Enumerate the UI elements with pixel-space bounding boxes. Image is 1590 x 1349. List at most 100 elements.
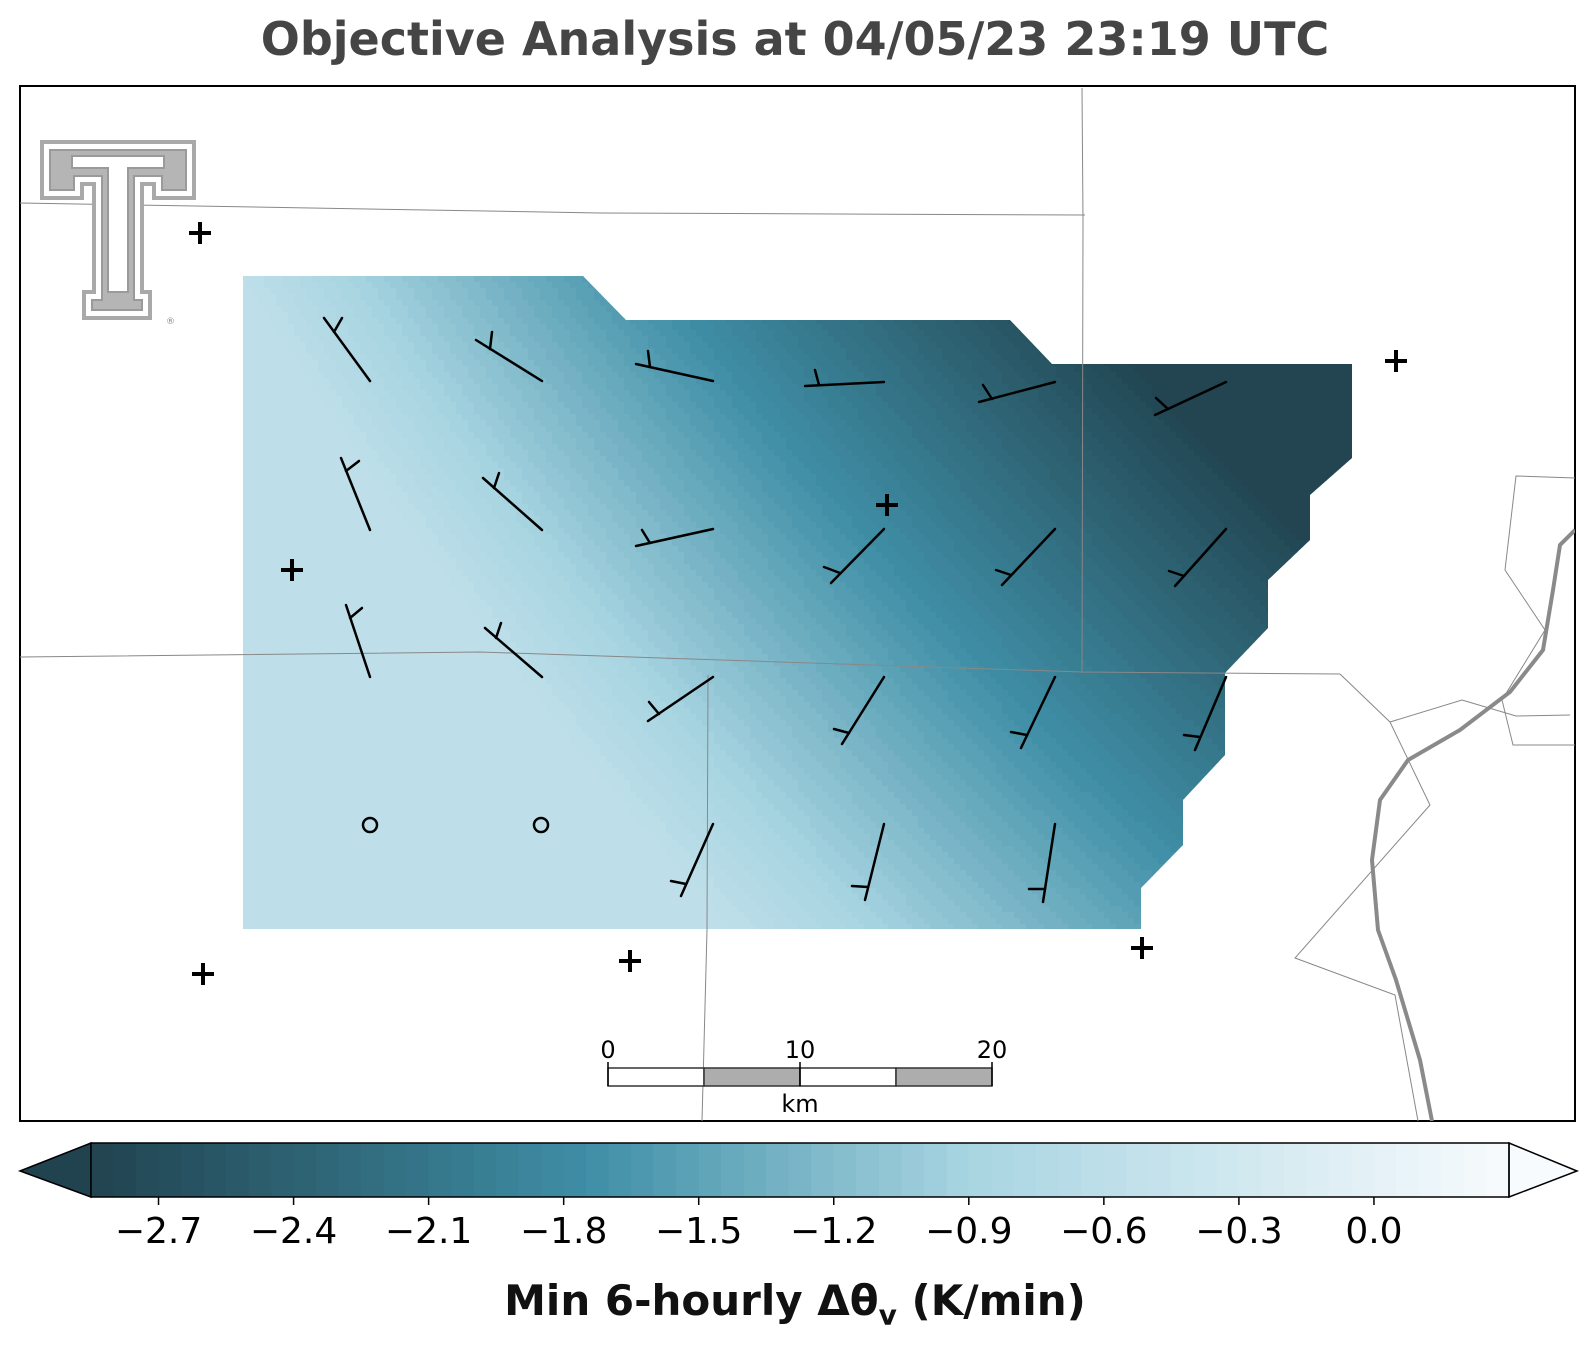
station-plus-marker — [189, 222, 211, 244]
colorbar-step — [361, 1143, 385, 1197]
colorbar-step — [496, 1143, 520, 1197]
wind-barb — [322, 316, 372, 383]
colorbar-step — [338, 1143, 362, 1197]
colorbar-tick-label: 0.0 — [1345, 1211, 1402, 1252]
station-plus-marker — [281, 559, 303, 581]
wind-barb — [822, 527, 886, 585]
wind-barb — [994, 527, 1057, 587]
calm-wind-circle — [361, 816, 379, 834]
colorbar: −2.7 −2.4 −2.1 −1.8 −1.5 −1.2 −0.9 −0.6 −0.3 0.0 — [17, 1141, 1580, 1252]
colorbar-step — [248, 1143, 272, 1197]
colorbar-step — [158, 1143, 182, 1197]
wind-barb — [1009, 675, 1057, 750]
wind-barb — [850, 822, 886, 902]
colorbar-step — [788, 1143, 812, 1197]
colorbar-step — [1306, 1143, 1330, 1197]
colorbar-extend-high — [1508, 1141, 1580, 1199]
colorbar-step — [1013, 1143, 1037, 1197]
wind-barb — [1182, 675, 1228, 752]
colorbar-step — [541, 1143, 565, 1197]
colorbar-step — [271, 1143, 295, 1197]
colorbar-step — [856, 1143, 880, 1197]
registered-mark: ® — [166, 317, 175, 327]
colorbar-step — [113, 1143, 137, 1197]
colorbar-step — [991, 1143, 1015, 1197]
colorbar-step — [181, 1143, 205, 1197]
wind-barb — [1153, 380, 1228, 417]
wind-barb — [1167, 527, 1228, 588]
colorbar-step — [608, 1143, 632, 1197]
colorbar-tick-label: −2.7 — [115, 1211, 202, 1252]
wind-barb — [646, 675, 715, 723]
wind-barb — [977, 380, 1057, 404]
colorbar-step — [946, 1143, 970, 1197]
wind-barb — [669, 822, 715, 898]
wind-barb — [481, 471, 544, 532]
calm-markers — [361, 816, 550, 834]
colorbar-tick-label: −0.9 — [925, 1211, 1012, 1252]
colorbar-step — [428, 1143, 452, 1197]
colorbar-step — [833, 1143, 857, 1197]
colorbar-step — [203, 1143, 227, 1197]
station-plus-marker — [1131, 937, 1153, 959]
wind-barb — [832, 675, 886, 746]
scale-bar: 0 10 20 km — [600, 1036, 1007, 1118]
texas-tech-logo: ® — [40, 140, 196, 327]
colorbar-step — [518, 1143, 542, 1197]
colorbar-tick-label: −1.2 — [790, 1211, 877, 1252]
calm-wind-circle — [532, 816, 550, 834]
scale-segment — [799, 1067, 897, 1087]
station-plus-marker — [1385, 350, 1407, 372]
station-plus-marker — [192, 963, 214, 985]
colorbar-step — [1283, 1143, 1308, 1197]
colorbar-step — [1261, 1143, 1285, 1197]
colorbar-step — [1486, 1143, 1510, 1197]
wind-barb — [803, 368, 886, 388]
county-boundaries — [20, 87, 1575, 1121]
station-markers — [189, 222, 1407, 985]
colorbar-tick-label: −1.5 — [655, 1211, 742, 1252]
colorbar-step — [721, 1143, 745, 1197]
colorbar-step — [698, 1143, 722, 1197]
colorbar-step — [1373, 1143, 1398, 1197]
wind-barb — [339, 456, 372, 532]
scale-units: km — [781, 1090, 818, 1118]
colorbar-tick-label: −0.6 — [1060, 1211, 1147, 1252]
scale-segment — [607, 1067, 705, 1087]
colorbar-step — [1418, 1143, 1443, 1197]
colorbar-step — [766, 1143, 790, 1197]
colorbar-step — [1463, 1143, 1488, 1197]
colorbar-tick-label: −0.3 — [1195, 1211, 1282, 1252]
colorbar-step — [1441, 1143, 1465, 1197]
colorbar-step — [563, 1143, 587, 1197]
wind-barb — [474, 330, 544, 383]
colorbar-step — [1171, 1143, 1195, 1197]
state-border-river — [1369, 528, 1575, 1121]
colorbar-step — [1193, 1143, 1217, 1197]
wind-barb — [634, 349, 715, 383]
colorbar-step — [1396, 1143, 1420, 1197]
scale-segment — [895, 1067, 993, 1087]
colorbar-step — [878, 1143, 902, 1197]
colorbar-step — [901, 1143, 925, 1197]
colorbar-step — [226, 1143, 250, 1197]
colorbar-tick-label: −1.8 — [520, 1211, 607, 1252]
scale-label: 0 — [600, 1036, 615, 1064]
wind-barbs — [322, 316, 1228, 904]
colorbar-step — [293, 1143, 317, 1197]
colorbar-step — [811, 1143, 835, 1197]
colorbar-step — [743, 1143, 767, 1197]
colorbar-step — [676, 1143, 700, 1197]
wind-barb — [1027, 822, 1057, 904]
colorbar-step — [923, 1143, 947, 1197]
colorbar-step — [1126, 1143, 1150, 1197]
colorbar-step — [968, 1143, 992, 1197]
colorbar-step — [473, 1143, 497, 1197]
colorbar-step — [1081, 1143, 1105, 1197]
colorbar-step — [1351, 1143, 1375, 1197]
colorbar-step — [586, 1143, 610, 1197]
colorbar-tick-label: −2.4 — [250, 1211, 337, 1252]
station-plus-marker — [619, 950, 641, 972]
scale-label: 20 — [977, 1036, 1008, 1064]
